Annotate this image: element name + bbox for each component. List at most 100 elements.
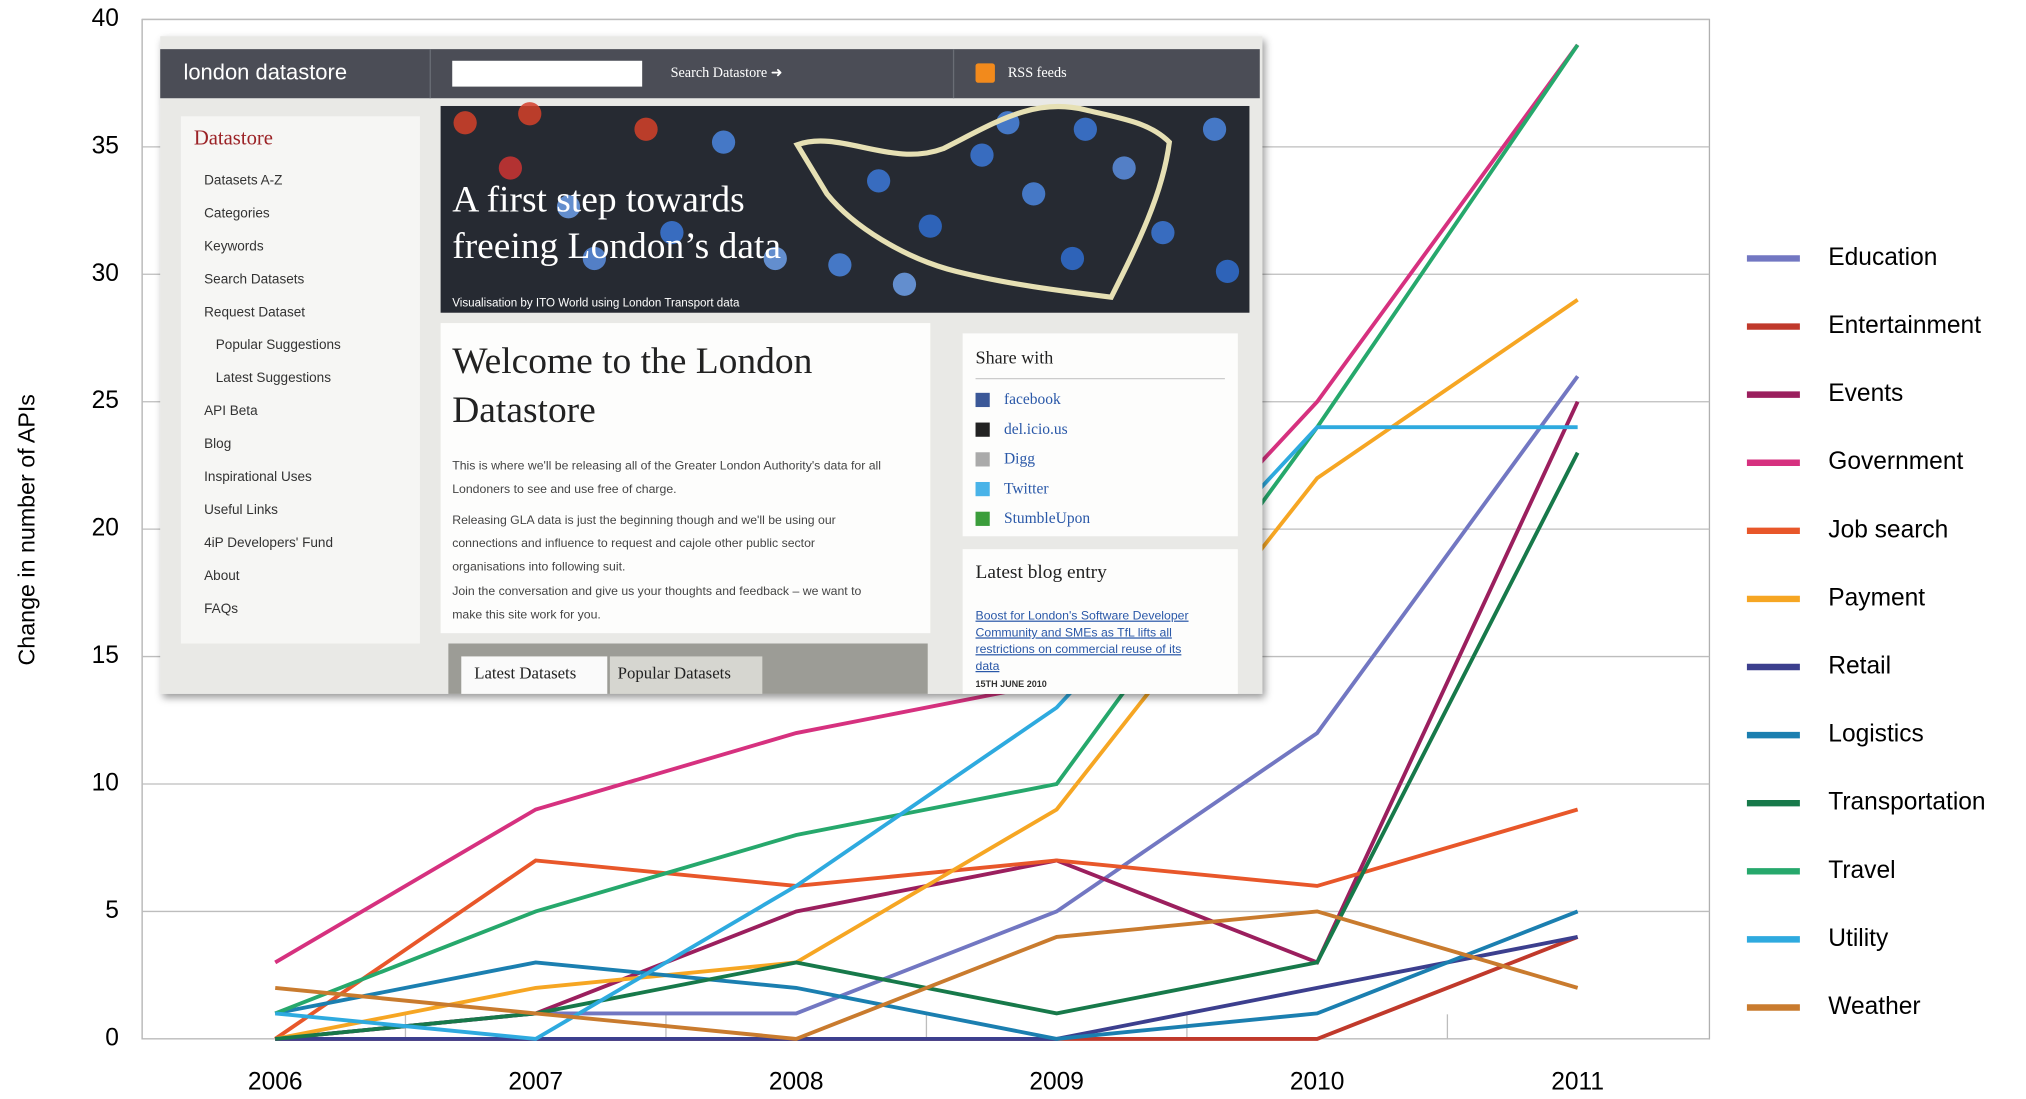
y-tick-label: 30 bbox=[92, 260, 119, 287]
sidebar-link[interactable]: Popular Suggestions bbox=[216, 337, 341, 352]
banner-dot bbox=[1151, 220, 1175, 245]
share-link[interactable]: del.icio.us bbox=[1004, 421, 1068, 438]
welcome-title: Welcome to the London bbox=[452, 341, 812, 382]
sidebar-link[interactable]: FAQs bbox=[204, 601, 238, 616]
banner-dot bbox=[556, 195, 581, 219]
banner-dot bbox=[453, 111, 477, 135]
banner-dot bbox=[1112, 156, 1136, 180]
rss-icon bbox=[975, 63, 995, 83]
data-line bbox=[274, 43, 1580, 1016]
sidebar-link[interactable]: Datasets A-Z bbox=[204, 173, 282, 188]
welcome-panel bbox=[440, 323, 931, 634]
share-link[interactable]: Digg bbox=[1004, 451, 1035, 468]
welcome-text: Join the conversation and give us your t… bbox=[452, 584, 861, 598]
share-title: Share with bbox=[976, 347, 1054, 367]
blog-link[interactable]: restrictions on commercial reuse of its bbox=[976, 642, 1182, 656]
sidebar-link[interactable]: Inspirational Uses bbox=[204, 469, 312, 484]
banner-dot bbox=[634, 117, 658, 141]
welcome-text: make this site work for you. bbox=[452, 607, 601, 621]
banner-dot bbox=[518, 102, 542, 126]
x-tick-label: 2007 bbox=[508, 1068, 563, 1095]
banner-dot bbox=[711, 130, 736, 154]
sidebar bbox=[180, 116, 420, 644]
legend-label: Government bbox=[1828, 448, 1963, 475]
tab[interactable] bbox=[461, 656, 608, 694]
legend-label: Job search bbox=[1828, 516, 1948, 543]
banner-headline: A first step towards bbox=[452, 179, 744, 220]
sidebar-link[interactable]: Latest Suggestions bbox=[216, 370, 331, 385]
welcome-title: Datastore bbox=[452, 390, 596, 431]
y-tick-label: 25 bbox=[92, 387, 119, 414]
sidebar-link[interactable]: Categories bbox=[204, 205, 270, 220]
x-tick-label: 2009 bbox=[1029, 1068, 1084, 1095]
legend-label: Travel bbox=[1828, 857, 1895, 884]
share-panel bbox=[962, 333, 1238, 537]
search-button[interactable]: Search Datastore ➜ bbox=[671, 65, 783, 81]
blog-panel bbox=[962, 549, 1238, 694]
banner-dot bbox=[763, 246, 787, 271]
tab-label[interactable]: Latest Datasets bbox=[474, 663, 576, 682]
welcome-text: Releasing GLA data is just the beginning… bbox=[452, 513, 836, 527]
data-line bbox=[274, 298, 1579, 1041]
share-icon bbox=[975, 511, 990, 526]
welcome-text: connections and influence to request and… bbox=[452, 536, 815, 550]
sidebar-link[interactable]: Blog bbox=[204, 436, 231, 451]
banner-dot bbox=[1060, 246, 1085, 271]
inset-screenshot: london datastore Search Datastore ➜ RSS fe… bbox=[160, 36, 1263, 694]
x-tick-label: 2008 bbox=[769, 1068, 824, 1095]
banner-dot bbox=[582, 246, 606, 271]
banner-dot bbox=[1073, 117, 1097, 141]
banner-dot bbox=[498, 156, 523, 180]
data-line bbox=[274, 909, 1579, 1041]
banner-dot bbox=[892, 272, 917, 296]
legend-label: Entertainment bbox=[1828, 312, 1981, 339]
sidebar-link[interactable]: Keywords bbox=[204, 238, 264, 253]
y-tick-label: 10 bbox=[92, 769, 119, 796]
legend-label: Logistics bbox=[1828, 721, 1923, 748]
blog-date: 15TH JUNE 2010 bbox=[976, 679, 1047, 689]
share-icon bbox=[975, 481, 990, 497]
banner-dot bbox=[970, 143, 994, 167]
y-tick-label: 20 bbox=[92, 515, 119, 542]
blog-link[interactable]: Boost for London's Software Developer bbox=[976, 609, 1189, 623]
legend-label: Events bbox=[1828, 380, 1903, 407]
blog-title: Latest blog entry bbox=[976, 562, 1108, 583]
blog-link[interactable]: data bbox=[976, 659, 1000, 673]
sidebar-title: Datastore bbox=[194, 127, 273, 149]
welcome-text: This is where we'll be releasing all of … bbox=[452, 459, 881, 473]
share-link[interactable]: StumbleUpon bbox=[1004, 510, 1090, 527]
y-axis-label: Change in number of APIs bbox=[14, 394, 40, 665]
sidebar-link[interactable]: About bbox=[204, 568, 240, 583]
sidebar-link[interactable]: Useful Links bbox=[204, 502, 278, 517]
y-tick-label: 5 bbox=[105, 897, 119, 924]
welcome-text: organisations into following suit. bbox=[452, 560, 625, 574]
sidebar-link[interactable]: 4iP Developers' Fund bbox=[204, 535, 333, 550]
tab[interactable] bbox=[609, 656, 763, 694]
banner-dot bbox=[918, 214, 942, 238]
blog-link[interactable]: Community and SMEs as TfL lifts all bbox=[976, 625, 1172, 639]
legend-label: Payment bbox=[1828, 584, 1925, 611]
share-icon bbox=[975, 392, 990, 408]
legend-label: Weather bbox=[1828, 993, 1920, 1020]
sidebar-link[interactable]: Request Dataset bbox=[204, 304, 305, 319]
tab-label[interactable]: Popular Datasets bbox=[618, 663, 731, 682]
sidebar-link[interactable]: API Beta bbox=[204, 403, 258, 418]
x-tick-label: 2006 bbox=[248, 1068, 303, 1095]
share-icon bbox=[975, 452, 990, 467]
share-icon bbox=[975, 422, 990, 437]
y-tick-label: 40 bbox=[92, 5, 119, 32]
data-line bbox=[274, 43, 1580, 965]
data-line bbox=[275, 425, 1578, 1041]
sidebar-link[interactable]: Search Datasets bbox=[204, 271, 304, 286]
search-input[interactable] bbox=[452, 60, 643, 87]
welcome-text: Londoners to see and use free of charge. bbox=[452, 482, 676, 496]
data-line bbox=[275, 935, 1579, 1041]
share-link[interactable]: Twitter bbox=[1004, 480, 1049, 497]
banner-dot bbox=[1022, 182, 1046, 206]
rss-link[interactable]: RSS feeds bbox=[1008, 65, 1067, 81]
banner-dot bbox=[866, 169, 891, 193]
banner-caption: Visualisation by ITO World using London … bbox=[452, 297, 740, 310]
share-link[interactable]: facebook bbox=[1004, 391, 1061, 408]
y-tick-label: 15 bbox=[92, 642, 119, 669]
